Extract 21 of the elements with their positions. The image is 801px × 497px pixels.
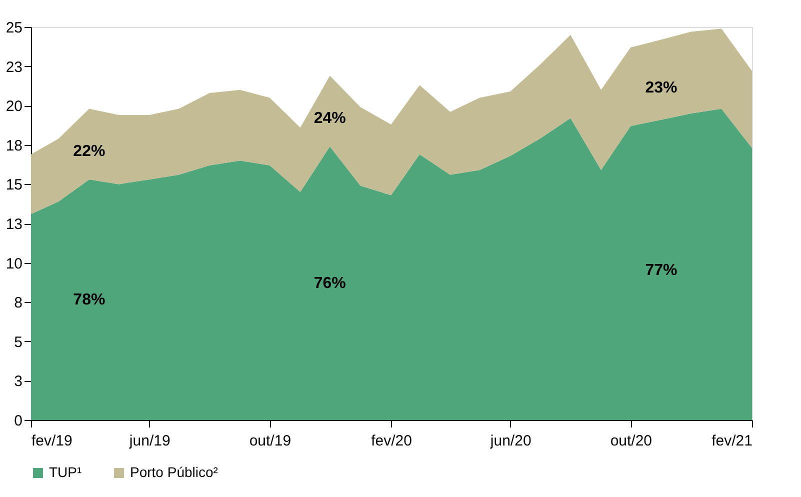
- y-tick-label: 8: [14, 294, 22, 312]
- y-tick-label: 20: [6, 98, 22, 116]
- y-tick-label: 5: [14, 334, 22, 351]
- y-tick-label: 0: [14, 412, 22, 430]
- y-tick-label: 23: [6, 58, 22, 76]
- y-tick-label: 15: [6, 176, 22, 194]
- annotation: 23%: [645, 80, 678, 97]
- y-tick-label: 13: [6, 216, 22, 233]
- legend-label: Porto Público²: [130, 464, 218, 480]
- legend-label: TUP¹: [49, 464, 82, 480]
- y-tick-label: 3: [14, 373, 22, 390]
- x-tick-label: out/20: [610, 432, 652, 450]
- y-tick-label: 25: [6, 20, 22, 36]
- x-tick-label: jun/20: [489, 432, 532, 450]
- x-tick-label: fev/21: [712, 432, 752, 450]
- x-tick-label: out/19: [249, 432, 292, 450]
- x-tick-label: fev/19: [32, 432, 72, 450]
- x-tick-label: jun/19: [128, 432, 170, 450]
- x-tick-label: fev/20: [371, 432, 412, 450]
- y-tick-label: 18: [6, 137, 22, 154]
- y-tick-label: 10: [6, 255, 22, 272]
